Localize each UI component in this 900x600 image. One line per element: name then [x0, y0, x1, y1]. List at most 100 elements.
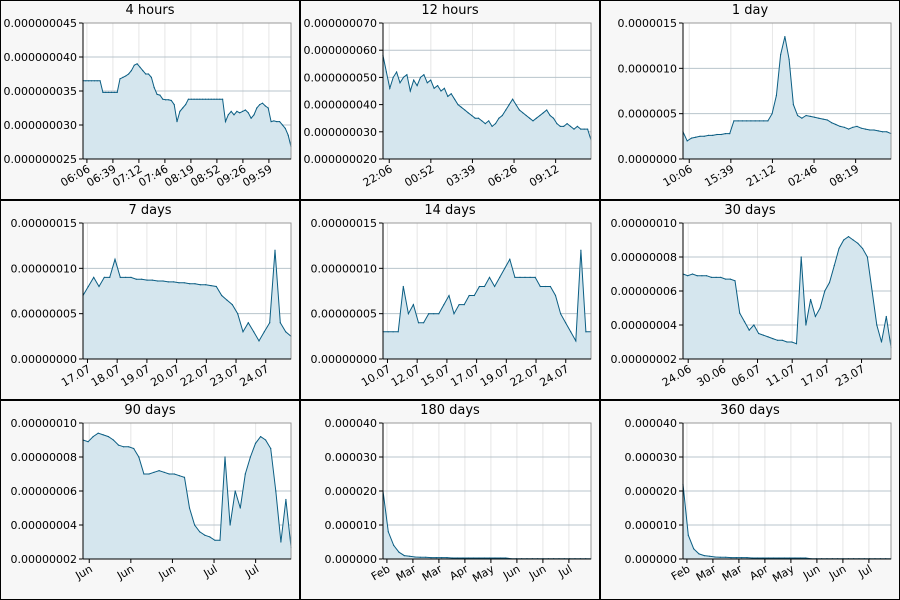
data-point	[221, 294, 223, 297]
x-tick-label: May	[770, 562, 797, 585]
data-point	[746, 557, 748, 559]
data-point	[489, 557, 491, 559]
y-tick-label: 0.00000010	[611, 217, 677, 230]
data-point	[107, 436, 109, 438]
data-point	[791, 341, 793, 343]
data-point	[173, 281, 175, 283]
data-point	[525, 114, 527, 117]
data-point	[471, 114, 473, 117]
data-point	[153, 87, 155, 89]
data-point	[860, 127, 862, 129]
data-point	[763, 120, 765, 122]
data-point	[130, 70, 132, 72]
x-tick-label: 30.06	[695, 362, 729, 389]
x-tick-label: Jul	[556, 562, 575, 580]
data-point	[210, 98, 212, 100]
chart-svg: 0.00000000 0.00000005 0.00000010 0.00000015…	[11, 217, 292, 389]
y-tick-label: 0.000000020	[304, 153, 377, 166]
y-tick-label: 0.000000050	[304, 71, 377, 84]
x-tick-label: 10.07	[359, 362, 393, 389]
data-point	[142, 70, 144, 72]
data-point	[96, 80, 98, 82]
data-point	[529, 276, 531, 278]
chart-panel: 180 days 0.000000 0.000010 0.000020 0.000030…	[300, 400, 600, 600]
chart-svg: 0.0000000 0.0000005 0.0000010 0.0000015 10:0…	[618, 17, 892, 189]
data-point	[463, 304, 465, 306]
data-point	[162, 98, 164, 100]
data-point	[566, 123, 568, 125]
data-point	[833, 264, 835, 267]
data-point	[693, 548, 695, 550]
data-point	[862, 247, 864, 250]
data-point	[746, 120, 748, 122]
data-point	[580, 128, 582, 130]
data-point	[409, 555, 411, 557]
y-tick-label: 0.000000045	[4, 17, 77, 30]
data-point	[852, 239, 854, 241]
data-point	[185, 104, 187, 106]
data-point	[102, 91, 104, 93]
data-point	[560, 313, 562, 315]
data-point	[866, 256, 868, 258]
data-point	[389, 87, 391, 89]
data-point	[801, 117, 803, 119]
data-point	[413, 79, 415, 81]
data-point	[236, 110, 238, 112]
data-point	[725, 556, 727, 558]
data-point	[219, 539, 221, 541]
data-point	[150, 76, 152, 78]
data-point	[835, 123, 837, 126]
data-point	[767, 557, 769, 559]
data-point	[105, 91, 107, 93]
data-point	[263, 331, 265, 333]
chart-panel: 12 hours 0.000000020 0.000000030 0.00000004…	[300, 0, 600, 200]
data-point	[737, 120, 739, 122]
chart-svg: 0.000000 0.000010 0.000020 0.000030 0.000040…	[625, 417, 892, 585]
data-point	[739, 312, 741, 314]
data-point	[720, 133, 722, 136]
data-point	[499, 276, 501, 278]
data-point	[828, 281, 831, 284]
y-tick-label: 0.000000030	[4, 119, 77, 132]
data-point	[478, 557, 480, 559]
x-tick-label: 15:39	[702, 162, 736, 189]
data-point	[805, 324, 807, 326]
chart-title: 90 days	[124, 403, 176, 418]
data-point	[279, 322, 281, 324]
data-point	[392, 76, 394, 78]
data-point	[549, 285, 551, 288]
data-point	[457, 104, 459, 106]
data-point	[488, 276, 491, 278]
y-tick-label: 0.00000008	[611, 251, 677, 264]
data-point	[128, 446, 130, 448]
data-point	[247, 322, 249, 324]
data-point	[226, 299, 228, 301]
data-point	[199, 98, 201, 100]
y-tick-label: 0.00000002	[611, 353, 677, 366]
data-point	[216, 98, 218, 100]
y-tick-label: 0.00000004	[11, 519, 77, 532]
data-point	[237, 313, 239, 315]
chart-svg: 0.000000025 0.000000030 0.000000035 0.00000…	[4, 17, 292, 189]
chart-panel: 360 days 0.000000 0.000010 0.000020 0.000030…	[600, 400, 900, 600]
y-tick-label: 0.000030	[625, 451, 678, 464]
chart-svg: 0.000000020 0.000000030 0.000000040 0.00000…	[304, 17, 592, 189]
series-line	[682, 36, 892, 142]
data-point	[173, 473, 175, 475]
data-point	[534, 276, 536, 278]
data-point	[170, 99, 172, 102]
data-point	[758, 332, 760, 335]
data-point	[189, 283, 191, 285]
data-point	[695, 136, 697, 138]
data-point	[762, 334, 764, 336]
chart-title: 180 days	[420, 403, 480, 418]
data-point	[556, 123, 558, 125]
data-point	[396, 71, 398, 73]
data-point	[440, 90, 442, 92]
data-point	[535, 117, 537, 119]
data-point	[565, 322, 567, 324]
data-point	[587, 128, 589, 130]
x-tick-label: 24.07	[237, 362, 271, 389]
data-point	[869, 129, 871, 131]
data-point	[239, 112, 241, 114]
